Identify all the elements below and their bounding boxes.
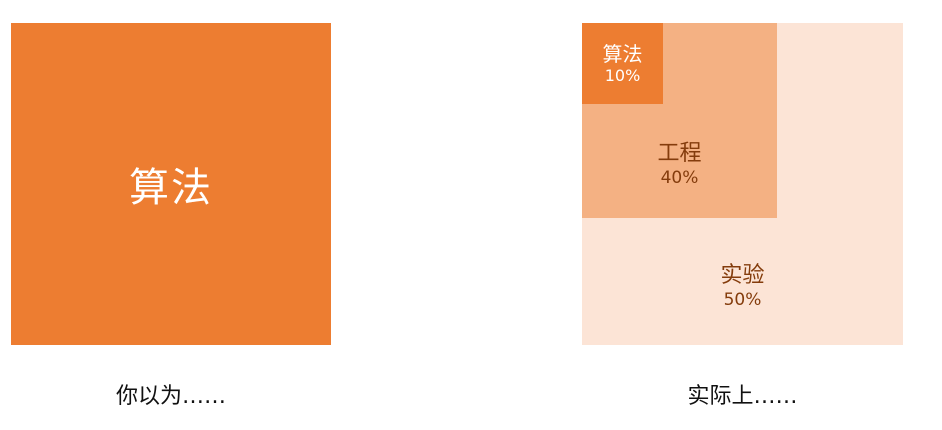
engineering-percent: 40% [660,168,699,188]
right-nested-squares: 实验 50% 工程 40% 算法 10% [582,23,903,345]
experiment-percent: 50% [723,290,762,310]
experiment-label: 实验 [720,263,765,288]
left-algorithm-square: 算法 [11,23,331,345]
right-caption: 实际上…… [687,384,798,409]
algorithm-label: 算法 [602,41,643,66]
engineering-label: 工程 [657,141,702,166]
left-caption: 你以为…… [115,384,226,409]
left-square-label: 算法 [129,165,213,211]
algorithm-percent: 10% [604,65,641,85]
algorithm-block: 算法 10% [582,23,663,104]
